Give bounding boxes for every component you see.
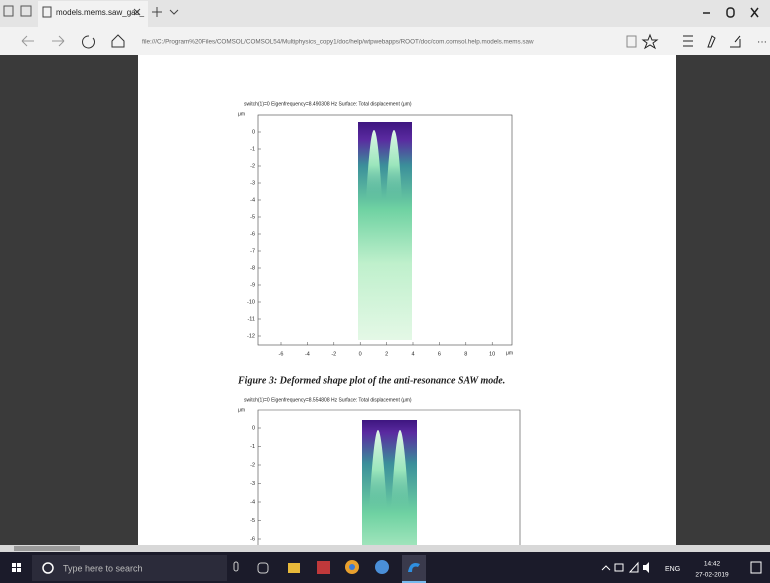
x-unit: μm	[506, 350, 513, 356]
y-tick-label: -7	[250, 248, 255, 254]
y-tick-label: -5	[250, 518, 255, 524]
y-tick-label: -6	[250, 231, 255, 237]
address[interactable]: file:///C:/Program%20Files/COMSOL/COMSOL…	[142, 39, 534, 46]
displacement-field	[362, 420, 417, 545]
x-tick-label: -2	[331, 351, 336, 357]
y-tick-label: -11	[247, 316, 255, 322]
y-tick-label: -9	[250, 282, 255, 288]
screen: models.mems.saw_gas_ file:///C:/Program%…	[0, 0, 770, 583]
language[interactable]: ENG	[665, 566, 680, 573]
y-tick-label: -3	[250, 481, 255, 487]
figure-title: switch(1)=0 Eigenfrequency=8.490308 Hz S…	[244, 101, 412, 107]
x-tick-label: 10	[489, 351, 495, 357]
y-tick-label: -6	[250, 536, 255, 542]
figure-title: switch(1)=0 Eigenfrequency=8.554808 Hz S…	[244, 397, 412, 403]
y-tick-label: -4	[250, 499, 255, 505]
search-placeholder: Type here to search	[63, 563, 143, 573]
horizontal-scrollbar[interactable]	[0, 545, 770, 552]
clock-date[interactable]: 27-02-2019	[695, 572, 729, 579]
chrome-icon-center	[349, 564, 355, 570]
y-tick-label: -1	[250, 146, 255, 152]
y-unit: μm	[238, 407, 245, 413]
y-tick-label: -8	[250, 265, 255, 271]
page: models.mems.saw_gas_ file:///C:/Program%…	[0, 0, 770, 583]
y-tick-label: -2	[250, 462, 255, 468]
y-tick-label: 0	[252, 425, 255, 431]
x-tick-label: 4	[411, 351, 414, 357]
x-tick-label: 8	[464, 351, 467, 357]
x-tick-label: 0	[359, 351, 362, 357]
y-tick-label: -12	[247, 333, 255, 339]
y-tick-label: -5	[250, 214, 255, 220]
y-unit: μm	[238, 111, 245, 117]
active-app[interactable]	[402, 555, 426, 583]
y-tick-label: 0	[252, 129, 255, 135]
app-icon[interactable]	[375, 560, 389, 574]
x-tick-label: 2	[385, 351, 388, 357]
x-tick-label: -4	[305, 351, 310, 357]
x-tick-label: 6	[438, 351, 441, 357]
x-tick-label: -6	[279, 351, 284, 357]
y-tick-label: -1	[250, 444, 255, 450]
y-tick-label: -4	[250, 197, 255, 203]
tab-title: models.mems.saw_gas_	[56, 8, 145, 17]
y-tick-label: -2	[250, 163, 255, 169]
y-tick-label: -3	[250, 180, 255, 186]
app-icon[interactable]	[317, 561, 330, 574]
figure-caption: Figure 3: Deformed shape plot of the ant…	[237, 375, 505, 386]
clock-time[interactable]: 14:42	[704, 561, 721, 568]
displacement-field	[358, 122, 412, 340]
file-explorer[interactable]	[288, 563, 300, 573]
more-menu[interactable]: ···	[757, 37, 767, 48]
scroll-thumb[interactable]	[14, 546, 80, 551]
y-tick-label: -10	[247, 299, 255, 305]
